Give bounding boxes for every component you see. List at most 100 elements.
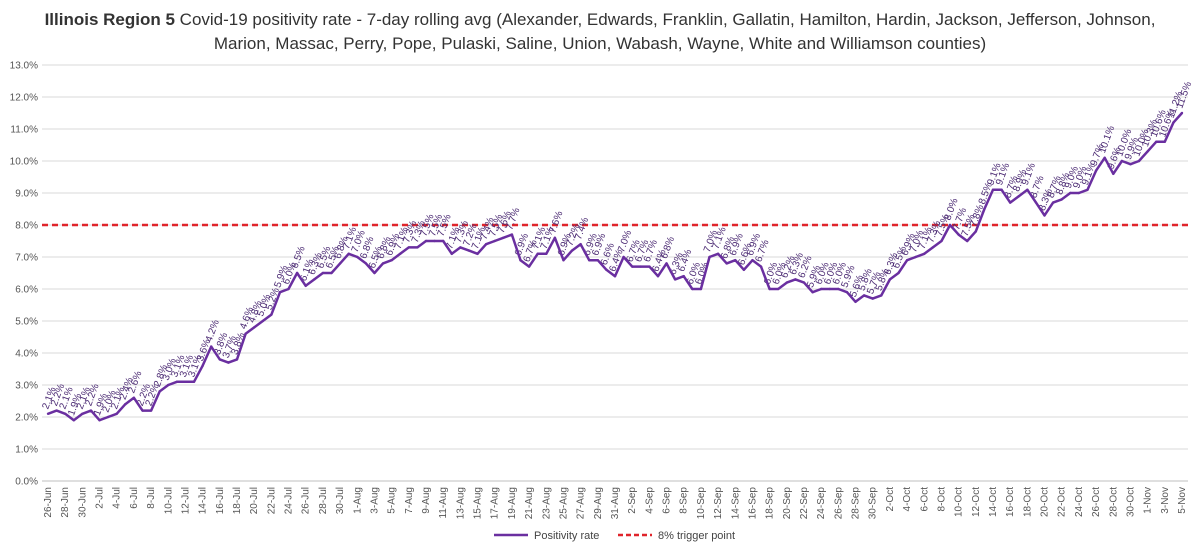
data-point [261,319,264,323]
data-point [751,259,754,262]
data-point [1163,140,1167,143]
data-point [476,252,479,255]
data-point [811,291,814,294]
data-point [630,265,634,268]
x-tick-label: 16-Oct [1005,487,1016,517]
y-tick-label: 12.0% [10,93,38,104]
data-point [673,278,677,281]
data-point [141,409,144,412]
legend-label-trigger: 8% trigger point [658,530,735,542]
x-tick-label: 4-Sep [644,487,655,514]
y-tick-label: 10.0% [10,157,38,168]
x-tick-label: 6-Jul [129,487,140,509]
data-point [330,271,333,275]
data-point [579,243,582,246]
data-point [1086,188,1089,191]
data-point [974,230,978,233]
x-tick-label: 21-Aug [524,487,535,519]
x-tick-label: 22-Oct [1057,487,1068,517]
data-point [244,332,247,335]
data-point [278,291,282,294]
x-tick-label: 8-Sep [679,487,690,514]
data-point [777,287,780,291]
data-point [441,239,445,243]
data-point [914,255,917,259]
x-tick-label: 28-Jun [60,487,71,518]
x-tick-label: 14-Oct [988,487,999,517]
x-tick-label: 4-Oct [902,487,913,512]
data-point [390,259,393,262]
data-point [862,294,866,297]
data-point [536,252,539,255]
x-tick-label: 28-Sep [851,487,862,520]
x-tick-label: 18-Sep [765,487,776,520]
x-tick-label: 12-Sep [713,487,724,520]
data-point [742,268,746,271]
data-point [1051,201,1055,204]
data-point [115,412,118,415]
x-tick-label: 8-Jul [146,487,157,509]
data-point [991,188,995,191]
data-point [1017,195,1020,198]
data-point [252,326,256,329]
x-tick-label: 17-Aug [490,487,501,519]
data-point [313,278,316,281]
data-point [356,255,359,259]
data-point [562,259,565,262]
data-point [734,259,737,262]
series-lines [46,111,1184,422]
data-point [364,262,368,265]
data-point [716,252,720,255]
x-tick-label: 29-Aug [593,487,604,519]
x-tick-label: 20-Jul [249,487,260,514]
data-point [648,265,651,268]
data-point [1155,140,1158,143]
data-point [725,262,728,265]
data-point [407,246,411,249]
data-point [794,278,797,281]
data-point [966,239,969,243]
data-point [1129,163,1132,166]
x-tick-label: 26-Jul [301,487,312,514]
data-point [321,271,325,275]
y-tick-label: 5.0% [15,317,38,328]
y-tick-label: 13.0% [10,61,38,72]
data-point [287,287,290,291]
data-point [1137,159,1141,163]
data-point [1069,191,1072,195]
data-point [1146,150,1149,153]
data-point [691,287,694,291]
x-tick-label: 26-Sep [833,487,844,520]
data-point [1043,214,1046,217]
data-point [923,252,926,255]
y-tick-label: 9.0% [15,189,38,200]
data-point [983,207,986,211]
data-point [888,278,892,281]
y-axis-ticks: 0.0% 1.0% 2.0% 3.0% 4.0% 5.0% 6.0% 7.0% 8.0% 9.0%… [10,61,38,488]
data-point [493,239,496,243]
x-tick-label: 12-Jul [180,487,191,514]
data-point [347,252,350,255]
x-tick-label: 26-Jun [43,487,54,518]
x-tick-label: 16-Sep [747,487,758,520]
data-point [106,415,110,419]
data-point [124,403,127,406]
x-tick-label: 20-Sep [782,487,793,520]
data-point [880,294,883,297]
x-tick-label: 3-Nov [1160,487,1171,514]
data-point [905,259,909,262]
x-tick-label: 13-Aug [455,487,466,519]
y-tick-label: 6.0% [15,285,38,296]
data-point [373,271,376,275]
data-point [828,287,831,291]
x-tick-label: 16-Jul [215,487,226,514]
data-point [459,246,462,249]
data-point [871,297,874,300]
x-tick-label: 26-Oct [1091,487,1102,517]
x-tick-label: 22-Sep [799,487,810,520]
data-point [399,252,402,255]
data-point [1034,201,1038,204]
data-point [98,419,101,422]
x-tick-label: 18-Jul [232,487,243,514]
